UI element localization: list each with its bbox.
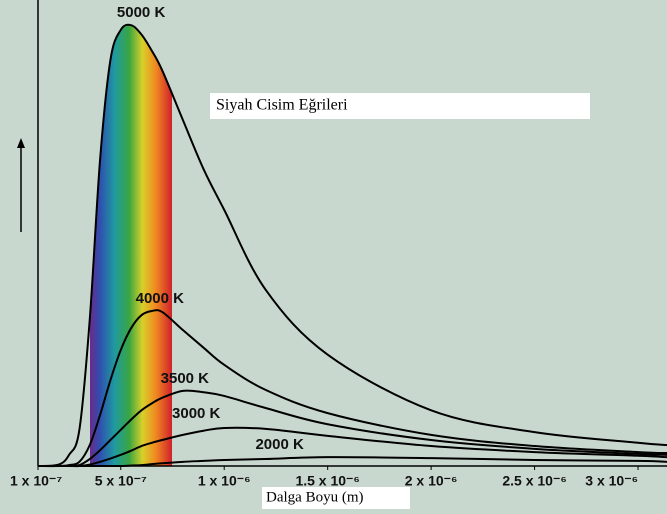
curve-label: 5000 K — [117, 4, 166, 21]
x-tick-label: 5 x 10⁻⁷ — [95, 473, 147, 489]
curve — [37, 23, 667, 467]
x-tick-label: 1 x 10⁻⁷ — [10, 473, 62, 489]
x-label-box — [262, 487, 410, 509]
chart-title: Siyah Cisim Eğrileri — [216, 97, 348, 114]
x-tick-label: 1.5 x 10⁻⁶ — [295, 473, 359, 489]
curve-label: 2000 K — [255, 436, 304, 453]
curve-label: 3000 K — [172, 405, 221, 422]
curve — [38, 456, 667, 468]
x-axis-label: Dalga Boyu (m) — [266, 489, 363, 505]
curve-label: 4000 K — [136, 290, 185, 307]
x-tick-label: 3 x 10⁻⁶ — [585, 473, 638, 489]
curve — [37, 309, 667, 468]
curve — [38, 389, 667, 468]
x-tick-label: 1 x 10⁻⁶ — [198, 473, 251, 489]
title-box — [210, 93, 590, 119]
curve-label: 3500 K — [161, 370, 210, 387]
x-tick-label: 2 x 10⁻⁶ — [405, 473, 458, 489]
x-tick-label: 2.5 x 10⁻⁶ — [502, 473, 566, 489]
y-arrow-head — [17, 138, 25, 148]
